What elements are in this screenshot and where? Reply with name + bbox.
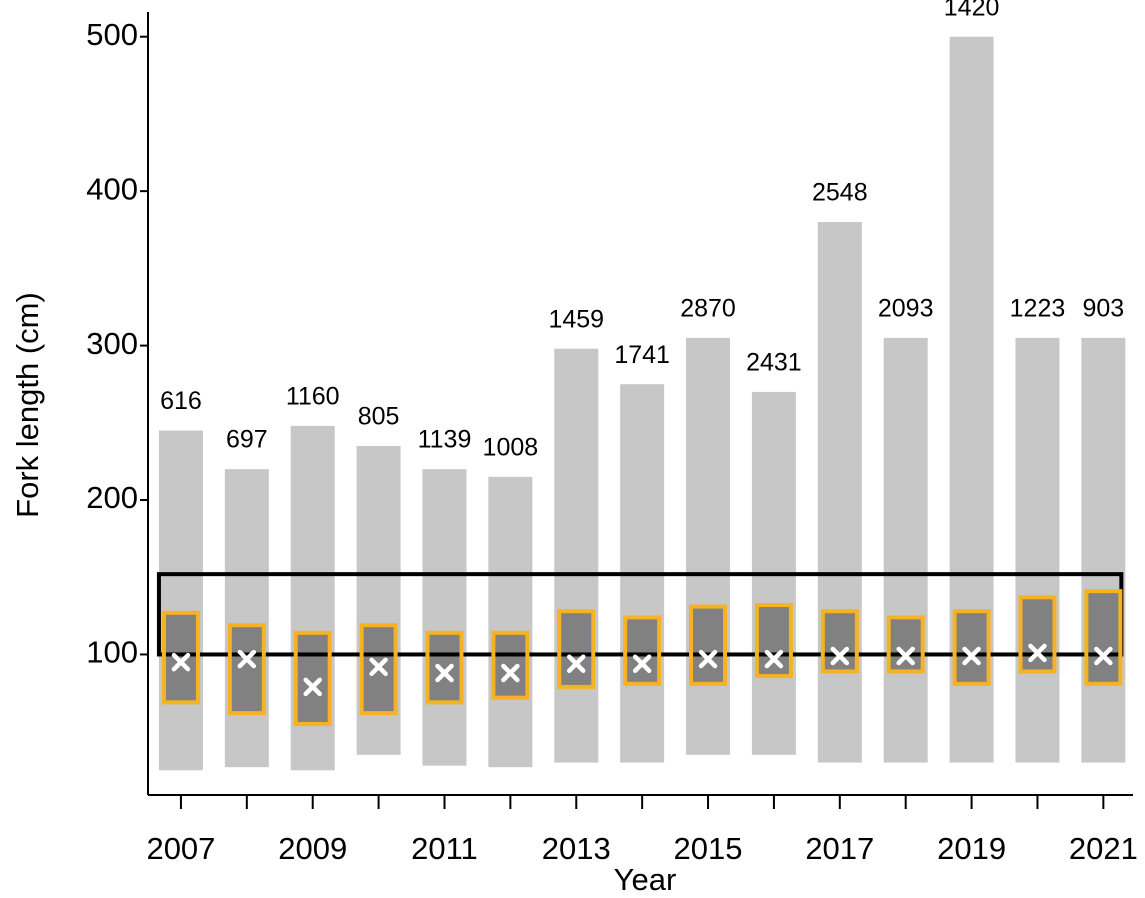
sample-size-label: 1008 [483,433,539,461]
point-range [1081,337,1126,763]
x-tick-label: 2011 [411,831,478,866]
mean-marker [501,663,520,683]
point-range [488,476,533,768]
y-tick-label: 100 [86,635,138,670]
sample-size-label: 1420 [944,0,1000,21]
point-range [1015,337,1060,763]
box [886,615,925,674]
point-range [158,430,203,771]
box-dense [822,611,857,672]
mean-marker [303,677,322,697]
x-tick-label: 2007 [146,831,215,866]
mean-marker [1094,646,1113,666]
x-tick-label: 2019 [937,831,1006,866]
sample-size-label: 1223 [1010,294,1066,322]
y-tick-label: 200 [86,480,138,515]
mean-marker [1028,643,1047,663]
x-tick-label: 2013 [542,831,611,866]
mean-marker [237,649,257,669]
y-tick-label: 500 [86,17,138,52]
y-tick-label: 400 [86,171,138,206]
point-range [883,337,928,763]
mean-marker [764,649,784,669]
box-dense [1086,591,1121,684]
sample-size-label: 2093 [878,294,934,322]
mean-marker [698,649,718,669]
sample-size-label: 616 [160,387,202,415]
box-dense [888,617,923,672]
box [161,610,200,705]
x-tick-label: 2009 [278,831,347,866]
box [689,604,728,686]
x-tick-label: 2021 [1069,831,1138,866]
box [425,630,464,705]
sample-size-label: 2548 [812,179,868,207]
box [227,623,266,716]
sample-size-label: 805 [358,403,400,431]
sample-size-label: 1459 [548,305,604,333]
sample-size-label: 1741 [614,341,670,369]
sample-size-label: 1139 [418,426,472,454]
point-range [949,36,994,763]
point-range [356,445,401,755]
box-dense [163,612,198,703]
x-axis-label: Year [614,862,677,897]
point-range [686,337,731,755]
box [623,615,662,686]
box [1018,595,1057,674]
mean-marker [171,652,191,672]
box-dense [691,606,726,684]
mean-marker [896,646,915,666]
point-range [554,348,599,763]
mean-marker [567,654,586,673]
x-tick-label: 2017 [805,831,874,866]
sample-size-label: 1160 [286,383,340,411]
sample-size-label: 2870 [680,294,736,322]
mean-marker [435,663,454,683]
box-dense [625,617,660,684]
y-axis-label: Fork length (cm) [10,292,45,518]
box [557,609,596,689]
box [293,630,332,726]
point-range [290,425,335,771]
mean-marker [962,646,981,666]
box [754,603,793,679]
box [359,623,398,716]
x-tick-label: 2015 [674,831,743,866]
mean-marker [632,654,652,673]
box [1084,589,1123,686]
point-range [224,469,269,768]
box-dense [427,632,462,703]
box [820,609,859,674]
box-dense [295,632,330,724]
box [952,609,991,686]
sample-size-label: 697 [226,426,268,454]
mean-marker [369,657,388,677]
box-dense [954,611,989,684]
box-dense [229,625,264,714]
box-dense [493,632,528,698]
sample-size-label: 903 [1082,294,1124,322]
box-dense [559,611,594,687]
mean-marker [830,646,850,666]
point-range [422,469,467,766]
box [491,630,530,700]
box-dense [1020,597,1055,672]
point-range [817,222,862,763]
box-dense [756,605,791,677]
sample-size-label: 2431 [746,349,802,377]
y-tick-label: 300 [86,326,138,361]
